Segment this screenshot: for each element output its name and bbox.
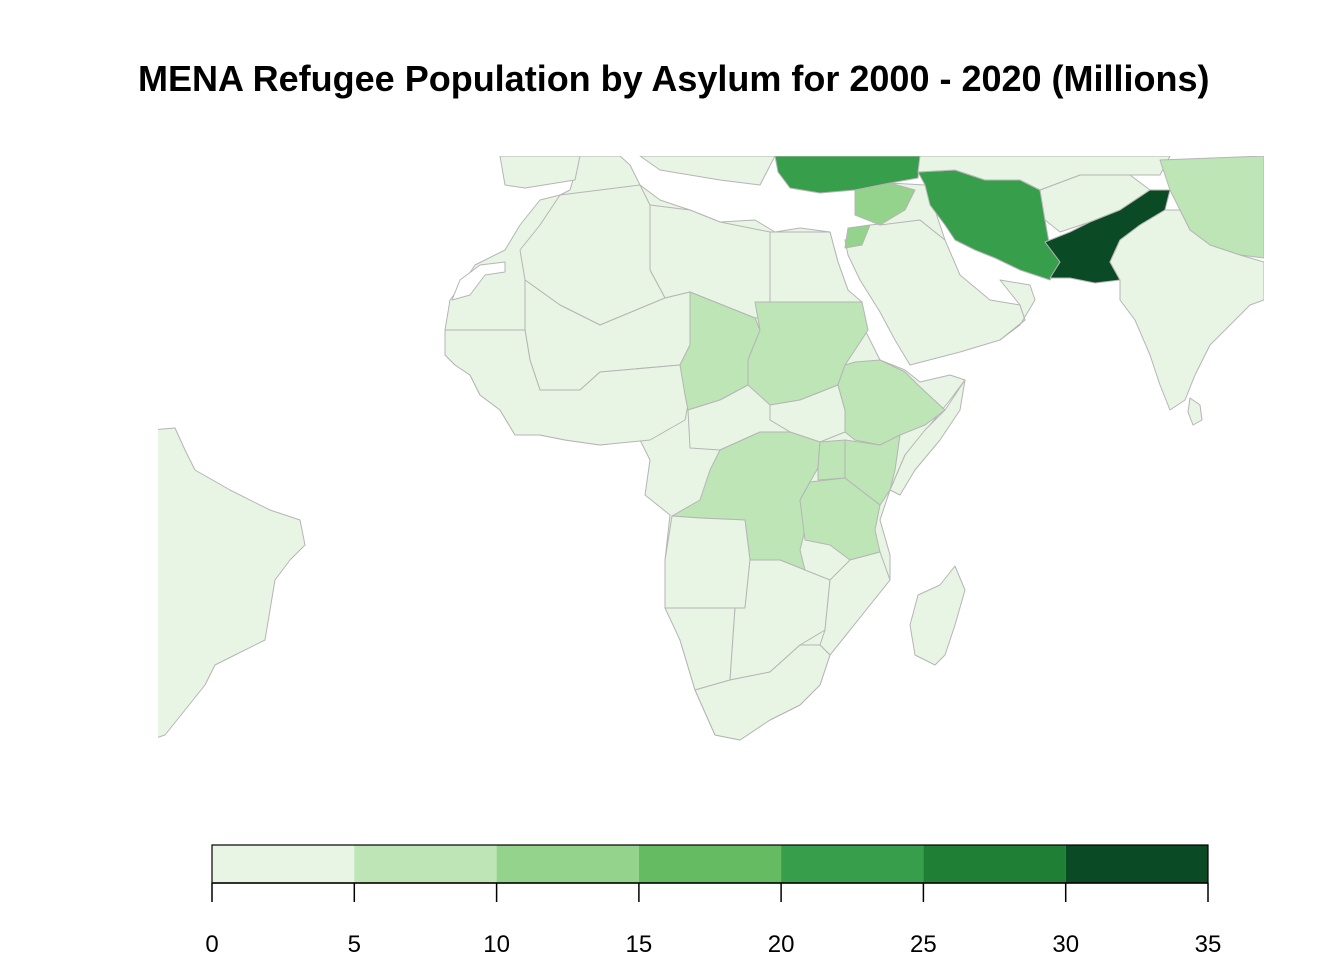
country-namibia[interactable] [664,607,736,691]
country-madagascar[interactable] [909,565,966,666]
country-dr-congo[interactable] [671,431,821,571]
map-layer [150,156,1264,741]
legend-tick-label: 20 [768,931,795,958]
legend-tick-label: 30 [1052,931,1079,958]
country-europe[interactable] [499,156,581,189]
legend-tick-label: 15 [626,931,653,958]
country-india[interactable] [1109,209,1264,411]
country-south-africa[interactable] [694,644,831,741]
legend: 0 5 10 15 20 25 30 35 [205,844,1222,958]
legend-tick-label: 25 [910,931,937,958]
legend-bin-1 [212,845,355,883]
country-west-africa[interactable] [444,329,691,446]
country-uganda[interactable] [817,439,846,481]
country-brazil[interactable] [150,427,306,740]
legend-tick-label: 10 [483,931,510,958]
map-title: MENA Refugee Population by Asylum for 20… [138,58,1210,99]
legend-bin-2 [354,845,497,883]
country-western-sahara[interactable] [451,261,506,301]
legend-bin-7 [1065,845,1208,883]
legend-ticks [211,883,1209,902]
legend-tick-label: 35 [1195,931,1222,958]
country-jordan[interactable] [844,224,871,249]
country-mozambique[interactable] [819,551,891,656]
legend-bin-4 [638,845,782,883]
legend-bin-5 [781,845,924,883]
country-oman[interactable] [999,279,1036,341]
country-balkans[interactable] [639,156,776,186]
country-somalia[interactable] [889,379,966,496]
legend-tick-label: 5 [348,931,361,958]
legend-bin-3 [496,845,639,883]
country-angola[interactable] [664,515,751,609]
country-sri-lanka[interactable] [1187,397,1203,426]
country-car[interactable] [687,384,791,451]
legend-bin-6 [923,845,1066,883]
legend-tick-label: 0 [205,931,218,958]
